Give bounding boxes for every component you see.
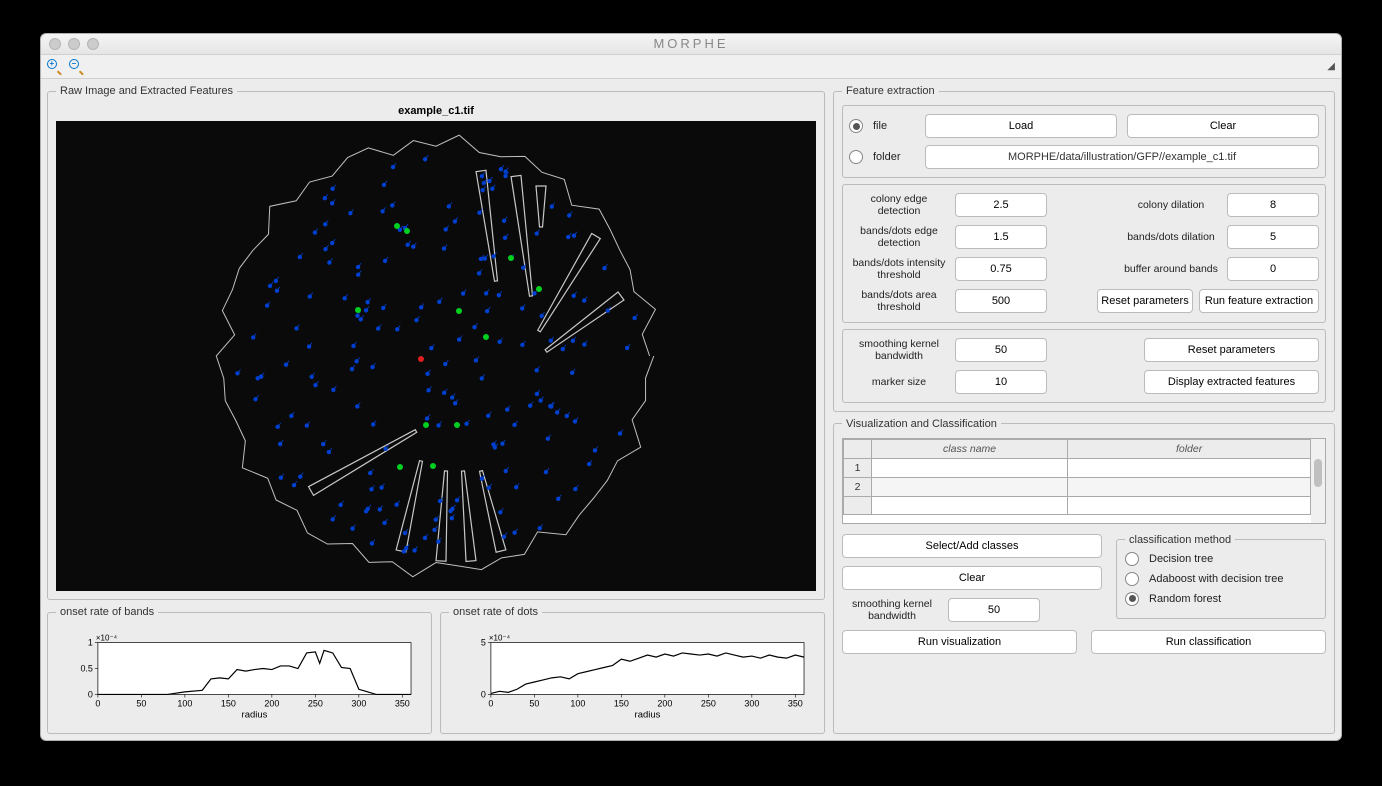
svg-text:5: 5: [481, 638, 486, 648]
folder-radio[interactable]: [849, 150, 863, 164]
svg-text:100: 100: [570, 698, 585, 708]
toolbar-menu-icon[interactable]: ◢: [1327, 61, 1335, 72]
table-row: [844, 496, 1311, 514]
svg-text:radius: radius: [242, 709, 268, 720]
col-classname: class name: [872, 439, 1068, 458]
load-button[interactable]: Load: [925, 114, 1117, 138]
clear-button[interactable]: Clear: [1127, 114, 1319, 138]
svg-text:radius: radius: [635, 709, 661, 720]
bd-edge-input[interactable]: 1.5: [955, 225, 1047, 249]
bd-dil-label: bands/dots dilation: [1121, 231, 1221, 243]
method-radio-1[interactable]: [1125, 572, 1139, 586]
bd-int-input[interactable]: 0.75: [955, 257, 1047, 281]
colony-dil-input[interactable]: 8: [1227, 193, 1319, 217]
method-radio-2[interactable]: [1125, 592, 1139, 606]
method-label-0: Decision tree: [1149, 553, 1213, 565]
zoom-in-icon[interactable]: +: [47, 59, 61, 73]
viz-legend: Visualization and Classification: [842, 418, 1001, 430]
svg-text:300: 300: [744, 698, 759, 708]
run-viz-button[interactable]: Run visualization: [842, 630, 1077, 654]
svg-text:0: 0: [488, 698, 493, 708]
onset-dots-panel: onset rate of dots ×10⁻⁴0505010015020025…: [440, 606, 825, 734]
svg-text:300: 300: [351, 698, 366, 708]
fe-legend: Feature extraction: [842, 85, 939, 97]
file-label: file: [873, 120, 915, 132]
viz-smooth-label: smoothing kernel bandwidth: [842, 598, 942, 622]
bd-int-label: bands/dots intensity threshold: [849, 257, 949, 281]
class-table[interactable]: class name folder 1 2: [842, 438, 1326, 524]
svg-text:0: 0: [481, 689, 486, 699]
svg-text:50: 50: [529, 698, 539, 708]
raw-image-panel: Raw Image and Extracted Features example…: [47, 85, 825, 600]
method-label-1: Adaboost with decision tree: [1149, 573, 1284, 585]
zoom-out-icon[interactable]: −: [69, 59, 83, 73]
onset-dots-legend: onset rate of dots: [449, 606, 542, 618]
svg-text:×10⁻⁴: ×10⁻⁴: [96, 634, 118, 643]
svg-text:350: 350: [395, 698, 410, 708]
buffer-input[interactable]: 0: [1227, 257, 1319, 281]
svg-text:0: 0: [88, 689, 93, 699]
svg-text:150: 150: [614, 698, 629, 708]
method-label-2: Random forest: [1149, 593, 1221, 605]
bd-edge-label: bands/dots edge detection: [849, 225, 949, 249]
onset-bands-chart: ×10⁻⁴ 0 0.5 1 0 50 100 150 200 250 300 350 radius: [56, 626, 423, 725]
method-legend: classification method: [1125, 534, 1235, 546]
colony-edge-input[interactable]: 2.5: [955, 193, 1047, 217]
onset-dots-chart: ×10⁻⁴05050100150200250300350radius: [449, 626, 816, 725]
table-scrollbar[interactable]: [1311, 439, 1325, 523]
bd-area-input[interactable]: 500: [955, 289, 1047, 313]
col-folder: folder: [1068, 439, 1311, 458]
select-add-button[interactable]: Select/Add classes: [842, 534, 1102, 558]
reset-params-button[interactable]: Reset parameters: [1097, 289, 1193, 313]
reset-params2-button[interactable]: Reset parameters: [1144, 338, 1319, 362]
colony-edge-label: colony edge detection: [849, 193, 949, 217]
svg-text:150: 150: [221, 698, 236, 708]
class-method-panel: classification method Decision tree Adabo…: [1116, 534, 1326, 619]
smooth-input[interactable]: 50: [955, 338, 1047, 362]
viz-clear-button[interactable]: Clear: [842, 566, 1102, 590]
viz-class-panel: Visualization and Classification class n…: [833, 418, 1335, 734]
file-radio[interactable]: [849, 119, 863, 133]
bd-area-label: bands/dots area threshold: [849, 289, 949, 313]
titlebar: MORPHE: [41, 34, 1341, 55]
path-input[interactable]: MORPHE/data/illustration/GFP//example_c1…: [925, 145, 1319, 169]
svg-text:100: 100: [177, 698, 192, 708]
onset-bands-panel: onset rate of bands ×10⁻⁴ 0 0.5 1 0 50 100 150 2…: [47, 606, 432, 734]
svg-text:50: 50: [136, 698, 146, 708]
colony-dil-label: colony dilation: [1121, 199, 1221, 211]
run-fe-button[interactable]: Run feature extraction: [1199, 289, 1319, 313]
marker-label: marker size: [849, 376, 949, 388]
folder-label: folder: [873, 151, 915, 163]
viz-smooth-input[interactable]: 50: [948, 598, 1040, 622]
feature-extraction-panel: Feature extraction file Load Clear folde…: [833, 85, 1335, 412]
image-canvas[interactable]: [56, 121, 816, 591]
svg-text:350: 350: [788, 698, 803, 708]
method-radio-0[interactable]: [1125, 552, 1139, 566]
svg-text:250: 250: [701, 698, 716, 708]
toolbar: + − ◢: [41, 55, 1341, 79]
main-window: MORPHE + − ◢ Raw Image and Extracted Fea…: [40, 33, 1342, 741]
window-title: MORPHE: [41, 36, 1341, 51]
table-row: 2: [844, 477, 1311, 496]
svg-text:×10⁻⁴: ×10⁻⁴: [489, 634, 511, 643]
svg-text:0: 0: [95, 698, 100, 708]
raw-image-legend: Raw Image and Extracted Features: [56, 85, 237, 97]
onset-bands-legend: onset rate of bands: [56, 606, 158, 618]
smooth-label: smoothing kernel bandwidth: [849, 338, 949, 362]
display-features-button[interactable]: Display extracted features: [1144, 370, 1319, 394]
svg-text:0.5: 0.5: [80, 664, 92, 674]
table-row: 1: [844, 458, 1311, 477]
svg-text:1: 1: [88, 638, 93, 648]
buffer-label: buffer around bands: [1121, 263, 1221, 275]
svg-text:200: 200: [264, 698, 279, 708]
image-title: example_c1.tif: [56, 105, 816, 117]
svg-text:200: 200: [657, 698, 672, 708]
marker-input[interactable]: 10: [955, 370, 1047, 394]
svg-text:250: 250: [308, 698, 323, 708]
run-class-button[interactable]: Run classification: [1091, 630, 1326, 654]
bd-dil-input[interactable]: 5: [1227, 225, 1319, 249]
